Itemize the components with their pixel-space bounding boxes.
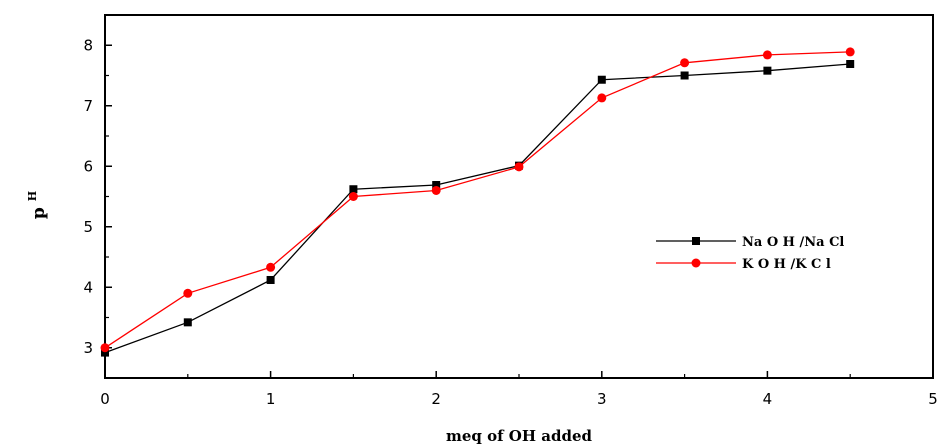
series-layer bbox=[100, 47, 855, 357]
legend-label: K O H /K C l bbox=[742, 257, 831, 272]
series-line bbox=[104, 63, 851, 354]
axis-ticks: 0 1 2 3 4 5 3 4 5 6 7 8 bbox=[83, 36, 937, 408]
legend: Na O H /Na Cl K O H /K C l bbox=[656, 235, 844, 272]
data-point bbox=[763, 66, 772, 75]
data-point bbox=[846, 60, 855, 69]
data-point bbox=[101, 348, 109, 357]
data-point bbox=[597, 75, 606, 84]
data-point bbox=[680, 71, 689, 80]
data-point bbox=[266, 275, 275, 284]
data-point bbox=[100, 343, 110, 353]
y-tick-label: 6 bbox=[83, 157, 93, 175]
series-1 bbox=[100, 47, 855, 353]
x-tick-label: 2 bbox=[431, 390, 441, 408]
data-point bbox=[432, 181, 441, 190]
x-tick-label: 5 bbox=[928, 390, 938, 408]
data-point bbox=[349, 185, 358, 194]
x-tick-label: 3 bbox=[597, 390, 607, 408]
plot-frame bbox=[104, 14, 934, 379]
x-axis-title: meq of OH added bbox=[446, 427, 593, 445]
svg-text:p H: p H bbox=[26, 191, 49, 219]
data-point bbox=[597, 93, 607, 103]
data-point bbox=[514, 162, 524, 172]
data-point bbox=[762, 50, 772, 60]
data-point bbox=[183, 288, 193, 298]
legend-marker bbox=[692, 237, 700, 245]
x-tick-label: 1 bbox=[266, 390, 276, 408]
series-line bbox=[104, 51, 851, 349]
data-point bbox=[348, 192, 358, 201]
y-axis-title: p H bbox=[26, 191, 49, 219]
y-tick-label: 5 bbox=[83, 218, 93, 236]
data-point bbox=[431, 185, 441, 195]
data-point bbox=[845, 47, 855, 57]
data-point bbox=[183, 318, 192, 327]
y-axis-title-superscript: H bbox=[26, 191, 39, 201]
data-point bbox=[266, 262, 276, 272]
legend-marker bbox=[691, 258, 701, 268]
y-axis-title-p: p bbox=[29, 207, 49, 219]
y-tick-label: 7 bbox=[83, 97, 93, 115]
y-tick-label: 8 bbox=[83, 36, 93, 54]
data-point bbox=[680, 58, 690, 68]
legend-label: Na O H /Na Cl bbox=[742, 235, 844, 250]
y-tick-label: 3 bbox=[83, 339, 93, 357]
x-tick-label: 4 bbox=[763, 390, 773, 408]
series-0 bbox=[101, 60, 855, 357]
x-tick-label: 0 bbox=[100, 390, 110, 408]
y-tick-label: 4 bbox=[83, 278, 93, 296]
